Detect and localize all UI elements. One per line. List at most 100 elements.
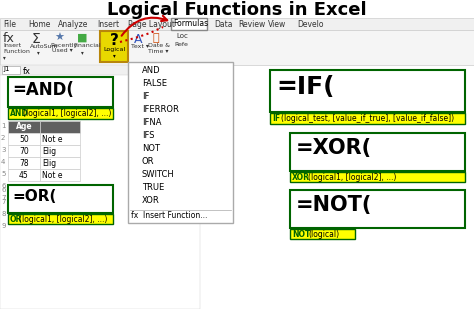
Text: Develo: Develo bbox=[297, 20, 323, 29]
Text: =OR(: =OR( bbox=[12, 189, 56, 204]
Text: Elig: Elig bbox=[42, 147, 56, 156]
Text: Date &: Date & bbox=[148, 43, 170, 48]
Text: Elig: Elig bbox=[42, 159, 56, 168]
Text: Logical Functions in Excel: Logical Functions in Excel bbox=[107, 1, 367, 19]
Text: 3: 3 bbox=[1, 147, 6, 153]
Bar bbox=[128, 62, 233, 223]
Text: Formulas: Formulas bbox=[173, 19, 208, 28]
Bar bbox=[8, 185, 113, 213]
Text: Recently: Recently bbox=[50, 43, 77, 48]
Text: Used ▾: Used ▾ bbox=[52, 48, 73, 53]
Bar bbox=[8, 133, 40, 145]
Text: =IF(: =IF( bbox=[276, 75, 335, 99]
Text: Refe: Refe bbox=[174, 42, 188, 47]
Text: View: View bbox=[268, 20, 286, 29]
Text: (logical_test, [value_if_true], [value_if_false]): (logical_test, [value_if_true], [value_i… bbox=[281, 114, 454, 123]
Bar bbox=[8, 108, 113, 119]
Bar bbox=[2, 66, 20, 74]
Bar bbox=[0, 65, 200, 75]
Text: IFNA: IFNA bbox=[142, 118, 162, 127]
Text: IF: IF bbox=[272, 114, 280, 123]
Bar bbox=[270, 113, 465, 124]
Text: SWITCH: SWITCH bbox=[142, 170, 175, 179]
Text: (logical1, [logical2], ...): (logical1, [logical2], ...) bbox=[23, 109, 111, 118]
Text: (logical1, [logical2], ...): (logical1, [logical2], ...) bbox=[308, 173, 396, 182]
Text: Not e: Not e bbox=[42, 171, 63, 180]
Text: FALSE: FALSE bbox=[142, 79, 167, 88]
Text: Review: Review bbox=[238, 20, 265, 29]
Text: OR: OR bbox=[10, 215, 22, 224]
Text: =XOR(: =XOR( bbox=[296, 138, 372, 158]
Text: ▾: ▾ bbox=[3, 55, 6, 60]
Text: XOR: XOR bbox=[292, 173, 310, 182]
Text: Insert: Insert bbox=[3, 43, 21, 48]
Text: Logical: Logical bbox=[103, 47, 125, 52]
Bar bbox=[8, 157, 40, 169]
Text: AND: AND bbox=[10, 109, 29, 118]
Text: ▾: ▾ bbox=[81, 50, 84, 55]
Bar bbox=[8, 214, 113, 224]
Bar bbox=[0, 18, 474, 30]
Text: Analyze: Analyze bbox=[58, 20, 88, 29]
Text: 4: 4 bbox=[1, 159, 5, 165]
Text: OR: OR bbox=[142, 157, 155, 166]
Text: ■: ■ bbox=[77, 33, 88, 43]
Text: IFERROR: IFERROR bbox=[142, 105, 179, 114]
Bar bbox=[290, 190, 465, 228]
Bar bbox=[100, 31, 128, 62]
Text: Σ: Σ bbox=[32, 32, 41, 46]
Text: 50: 50 bbox=[19, 135, 29, 144]
Bar bbox=[40, 133, 80, 145]
Bar bbox=[8, 169, 40, 181]
Text: ⧗: ⧗ bbox=[153, 33, 160, 43]
Text: ▾: ▾ bbox=[37, 50, 40, 55]
Text: NOT: NOT bbox=[142, 144, 160, 153]
Text: AND: AND bbox=[142, 66, 161, 75]
Text: fx: fx bbox=[23, 66, 31, 75]
Text: ★: ★ bbox=[54, 33, 64, 43]
Text: ?: ? bbox=[109, 33, 118, 48]
Text: =AND(: =AND( bbox=[12, 81, 74, 99]
Bar bbox=[290, 172, 465, 182]
Bar bbox=[0, 65, 200, 309]
Bar bbox=[270, 70, 465, 112]
Text: IFS: IFS bbox=[142, 131, 155, 140]
Text: Not e: Not e bbox=[42, 135, 63, 144]
Bar bbox=[8, 145, 40, 157]
Text: (logical): (logical) bbox=[308, 230, 339, 239]
Text: 45: 45 bbox=[19, 171, 29, 180]
Text: IF: IF bbox=[142, 92, 149, 101]
Bar bbox=[40, 121, 80, 133]
Text: 2: 2 bbox=[1, 135, 5, 141]
Text: Insert: Insert bbox=[97, 20, 119, 29]
Bar bbox=[290, 133, 465, 171]
Text: Loc: Loc bbox=[176, 33, 188, 39]
Text: Data: Data bbox=[214, 20, 233, 29]
Text: fx  Insert Function...: fx Insert Function... bbox=[131, 211, 207, 220]
Text: Page Layout: Page Layout bbox=[128, 20, 175, 29]
Bar bbox=[8, 121, 40, 133]
Text: =NOT(: =NOT( bbox=[296, 195, 373, 215]
Text: Time ▾: Time ▾ bbox=[148, 49, 168, 54]
Bar bbox=[171, 18, 207, 30]
Text: ▾: ▾ bbox=[113, 53, 115, 58]
Text: A: A bbox=[134, 33, 143, 46]
Text: 7: 7 bbox=[1, 195, 6, 201]
Text: Function: Function bbox=[3, 49, 30, 54]
Text: 1: 1 bbox=[1, 123, 6, 129]
Text: TRUE: TRUE bbox=[142, 183, 164, 192]
Bar bbox=[8, 77, 113, 107]
Text: 6: 6 bbox=[1, 187, 6, 193]
Bar bbox=[0, 30, 474, 65]
Text: Text ▾: Text ▾ bbox=[131, 44, 149, 49]
Text: XOR: XOR bbox=[142, 196, 160, 205]
Text: File: File bbox=[3, 20, 16, 29]
Text: 5: 5 bbox=[1, 171, 5, 177]
Text: (logical1, [logical2], ...): (logical1, [logical2], ...) bbox=[19, 215, 108, 224]
Text: 78: 78 bbox=[19, 159, 29, 168]
Text: NOT: NOT bbox=[292, 230, 310, 239]
Text: Financial: Financial bbox=[73, 43, 100, 48]
Text: Home: Home bbox=[28, 20, 50, 29]
Text: AutoSum: AutoSum bbox=[30, 44, 59, 49]
Bar bbox=[290, 229, 355, 239]
